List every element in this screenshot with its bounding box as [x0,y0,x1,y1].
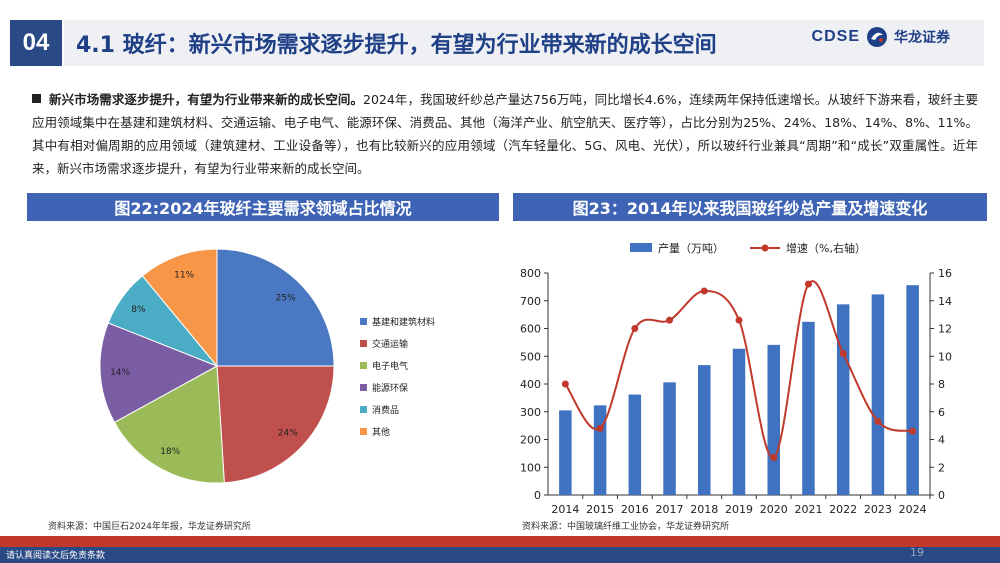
bar [836,304,850,495]
figure23-title: 图23：2014年以来我国玻纤纱总产量及增速变化 [513,193,987,221]
bar [628,394,642,495]
x-tick-label: 2021 [794,503,822,516]
growth-point [666,316,674,324]
left-tick-label: 600 [520,323,541,336]
growth-point [561,380,569,388]
legend-label: 电子电气 [372,360,408,372]
legend-line-marker [761,244,769,252]
bar [871,294,885,495]
right-tick-label: 2 [938,461,945,474]
legend-label: 交通运输 [372,338,408,350]
x-tick-label: 2016 [621,503,649,516]
logo: CDSE 华龙证券 [812,26,950,48]
left-tick-label: 500 [520,350,541,363]
growth-point [804,280,812,288]
bar [559,410,572,495]
growth-point [839,349,847,357]
legend-label: 基建和建筑材料 [372,316,435,328]
legend-swatch [360,428,367,435]
pie-data-label: 18% [160,447,180,457]
legend-swatch [360,362,367,369]
left-tick-label: 400 [520,378,541,391]
pie-data-label: 24% [278,428,298,438]
combo-chart: 0 100 200 300 400 500 600 700 800 0 2 4 6 8 10 12 14 16 20… [520,241,952,516]
page-number: 19 [910,546,924,559]
right-tick-label: 8 [938,378,945,391]
legend-line-label: 增速（%,右轴） [786,241,866,255]
footer [0,547,1000,563]
legend-swatch [360,340,367,347]
pie-slice [141,248,218,368]
bar [593,405,607,495]
pie-data-label: 14% [110,368,130,378]
x-tick-label: 2019 [725,503,753,516]
paragraph-body: 2024年，我国玻纤纱总产量达756万吨，同比增长4.6%，连续两年保持低速增长… [32,92,978,176]
page-title: 4.1 玻纤：新兴市场需求逐步提升，有望为行业带来新的成长空间 [76,33,717,58]
left-tick-label: 700 [520,295,541,308]
footer-accent [0,536,1000,547]
legend-label: 能源环保 [372,382,408,394]
legend-swatch [360,384,367,391]
right-tick-label: 16 [938,267,952,280]
x-tick-label: 2017 [656,503,684,516]
pie-slice [99,322,219,424]
pie-slice [216,365,335,484]
footer-disclaimer: 请认真阅读文后免责条款 [6,551,106,561]
legend-swatch [360,318,367,325]
legend-swatch [360,406,367,413]
right-tick-label: 14 [938,295,952,308]
left-tick-label: 200 [520,434,541,447]
bar [732,348,746,495]
section-number: 04 [10,20,62,66]
x-tick-label: 2018 [690,503,718,516]
left-tick-label: 300 [520,406,541,419]
pie-chart: 25% 24% 18% 14% 8% 11% 基建和建筑材料交通运输电子电气能源环保消费品其… [99,248,435,484]
bar [906,285,919,495]
legend-label: 其他 [372,426,390,438]
x-tick-label: 2024 [899,503,927,516]
right-tick-label: 4 [938,434,945,447]
legend-bar-swatch [630,243,652,252]
bar [767,344,780,495]
figure22-title: 图22:2024年玻纤主要需求领域占比情况 [27,193,499,221]
right-tick-label: 12 [938,323,952,336]
body-paragraph: 新兴市场需求逐步提升，有望为行业带来新的成长空间。2024年，我国玻纤纱总产量达… [32,88,978,180]
bullet-icon [32,94,41,103]
pie-slice [216,248,335,367]
growth-point [770,454,778,462]
growth-point [874,417,882,425]
bar [802,321,815,495]
logo-brand: CDSE [811,28,860,45]
growth-point [735,316,743,324]
left-tick-label: 100 [520,461,541,474]
growth-point [700,287,708,295]
figure22-source: 资料来源：中国巨石2024年年报，华龙证券研究所 [48,522,251,532]
figure23-source: 资料来源：中国玻璃纤维工业协会，华龙证券研究所 [522,522,730,532]
title-bar [64,20,984,66]
x-tick-label: 2015 [586,503,614,516]
x-tick-label: 2014 [551,503,579,516]
pie-data-label: 8% [131,305,146,315]
growth-point [631,325,639,332]
legend-label: 消费品 [372,404,399,416]
paragraph-lead: 新兴市场需求逐步提升，有望为行业带来新的成长空间。 [49,92,364,107]
x-tick-label: 2022 [829,503,857,516]
legend-bar-label: 产量（万吨） [658,241,724,255]
pie-data-label: 25% [276,293,296,303]
left-tick-label: 0 [534,489,541,502]
x-tick-label: 2020 [760,503,788,516]
dragon-logo-icon [867,27,887,47]
bar [663,382,676,495]
growth-point [596,424,604,432]
growth-point [909,427,917,435]
left-tick-label: 800 [520,267,541,280]
pie-slice [113,365,225,484]
right-tick-label: 10 [938,350,952,363]
right-tick-label: 6 [938,406,945,419]
x-tick-label: 2023 [864,503,892,516]
logo-name: 华龙证券 [894,30,950,46]
right-tick-label: 0 [938,489,945,502]
pie-data-label: 11% [174,271,194,281]
bar [698,365,711,495]
